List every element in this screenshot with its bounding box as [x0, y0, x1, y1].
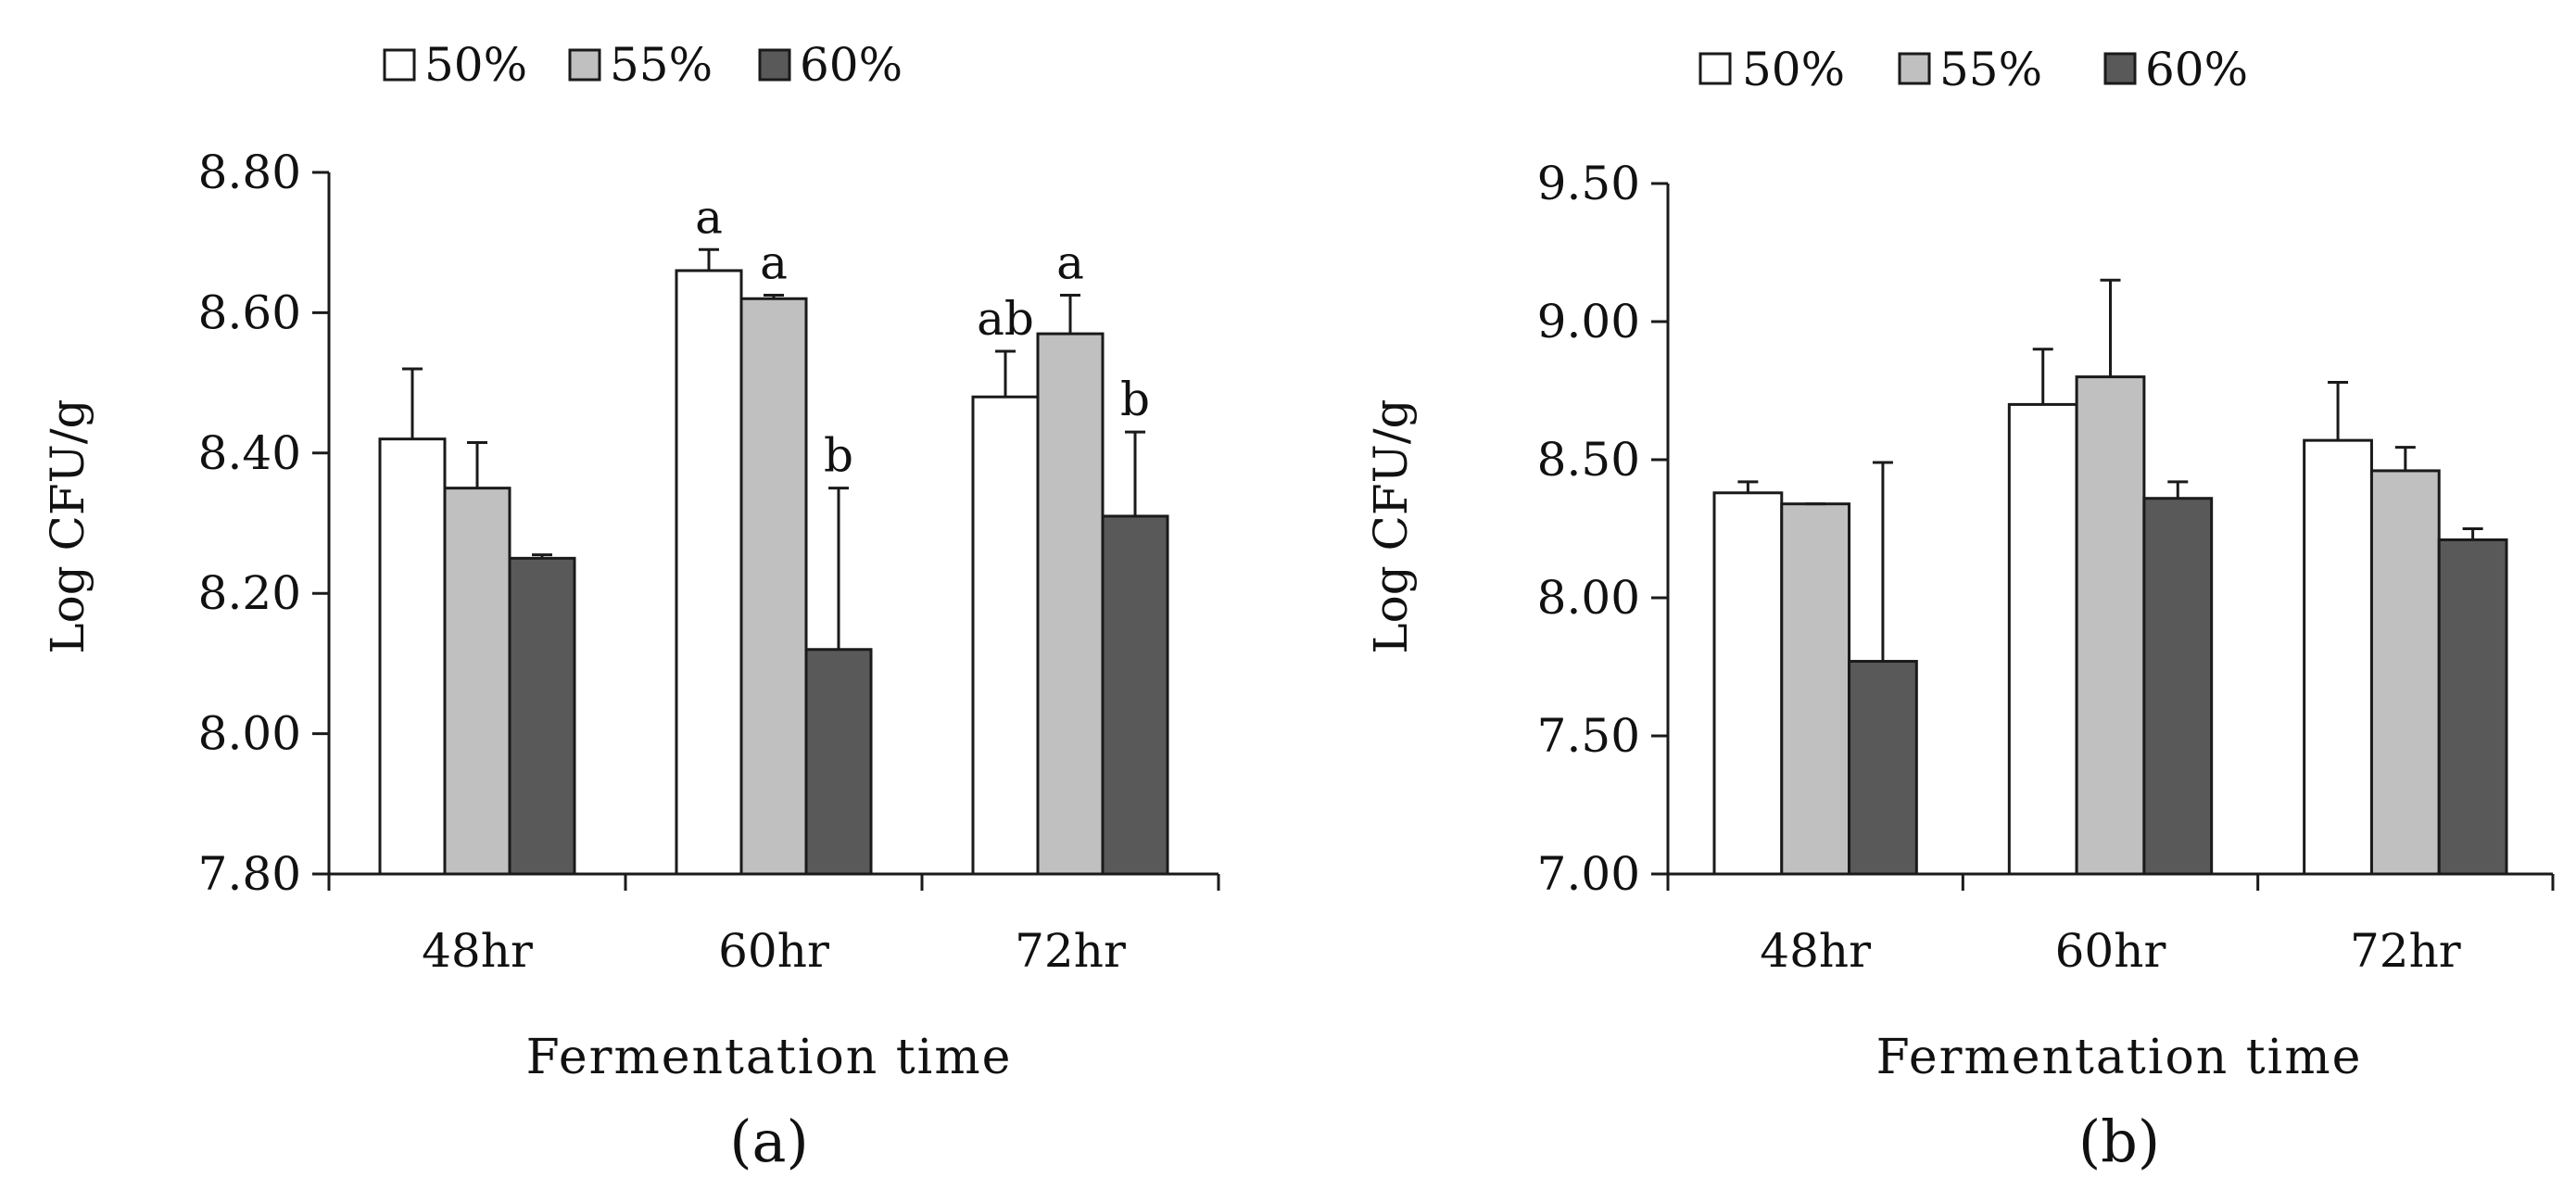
- bar-50pct-48hr: [378, 437, 447, 876]
- bar-55pct-60hr: [2075, 375, 2146, 876]
- legend-swatch-50: [383, 48, 416, 82]
- legend-label-55: 55%: [1939, 43, 2042, 96]
- y-tick-label: 7.00: [1537, 847, 1640, 901]
- x-tick-label: 48hr: [422, 924, 533, 978]
- significance-label: a: [1056, 235, 1084, 289]
- legend: 50% 55% 60%: [383, 38, 903, 92]
- y-tick-label: 8.20: [198, 566, 301, 620]
- bar-55pct-72hr: [1036, 332, 1105, 876]
- y-tick-label: 8.50: [1537, 433, 1640, 487]
- panel-label: (b): [2078, 1108, 2160, 1175]
- bar-55pct-60hr: [739, 297, 808, 876]
- y-tick-label: 8.40: [198, 426, 301, 480]
- bar-60pct-60hr: [2142, 497, 2214, 876]
- legend-swatch-55: [1898, 52, 1931, 85]
- bar-50pct-60hr: [675, 269, 743, 876]
- y-tick-label: 8.60: [198, 285, 301, 339]
- y-tick-label: 8.80: [198, 146, 301, 199]
- significance-label: a: [695, 190, 723, 244]
- chart-panel-b: 50% 55% 60% 7.00 7.50 8.00 8.50 9.00 9.50 48h…: [1364, 43, 2555, 1175]
- panel-label: (a): [729, 1108, 808, 1175]
- legend-swatch-60: [758, 48, 791, 82]
- legend-label-50: 50%: [424, 38, 527, 92]
- significance-label: ab: [977, 292, 1034, 346]
- bar-60pct-72hr: [2437, 538, 2508, 876]
- y-tick-label: 8.00: [198, 707, 301, 761]
- y-axis-label: Log CFU/g: [41, 399, 95, 653]
- bar-50pct-60hr: [2007, 402, 2078, 876]
- y-tick-label: 9.00: [1537, 295, 1640, 348]
- x-tick-label: 48hr: [1760, 924, 1871, 978]
- legend-label-60: 60%: [2145, 43, 2248, 96]
- legend-swatch-60: [2103, 52, 2137, 85]
- legend: 50% 55% 60%: [1698, 43, 2248, 96]
- y-tick-label: 9.50: [1537, 157, 1640, 210]
- y-axis-label: Log CFU/g: [1364, 399, 1418, 653]
- legend-swatch-55: [568, 48, 601, 82]
- x-tick-label: 72hr: [2350, 924, 2461, 978]
- bar-50pct-72hr: [971, 395, 1040, 876]
- x-tick-label: 60hr: [718, 924, 829, 978]
- bar-55pct-48hr: [443, 487, 511, 876]
- bar-60pct-60hr: [804, 648, 873, 876]
- y-tick-label: 7.80: [198, 847, 301, 901]
- bar-50pct-72hr: [2303, 438, 2373, 876]
- legend-label-55: 55%: [610, 38, 713, 92]
- significance-label: b: [1120, 373, 1150, 426]
- bar-55pct-72hr: [2369, 469, 2441, 876]
- bar-60pct-48hr: [508, 556, 576, 876]
- chart-panel-a: 50% 55% 60% 7.808.008.208.408.608.80 aab…: [41, 38, 1220, 1175]
- legend-label-50: 50%: [1742, 43, 1845, 96]
- x-axis-label: Fermentation time: [1876, 1030, 2363, 1085]
- bar-55pct-48hr: [1780, 502, 1851, 876]
- bar-60pct-72hr: [1101, 514, 1169, 876]
- legend-swatch-50: [1698, 52, 1732, 85]
- significance-label: b: [824, 429, 853, 483]
- significance-label: a: [760, 235, 788, 289]
- y-tick-label: 8.00: [1537, 571, 1640, 625]
- x-tick-label: 72hr: [1015, 924, 1126, 978]
- y-tick-label: 7.50: [1537, 709, 1640, 763]
- bar-60pct-48hr: [1848, 660, 1918, 876]
- bar-50pct-48hr: [1712, 491, 1784, 876]
- x-tick-label: 60hr: [2055, 924, 2166, 978]
- x-axis-label: Fermentation time: [526, 1030, 1013, 1085]
- legend-label-60: 60%: [800, 38, 903, 92]
